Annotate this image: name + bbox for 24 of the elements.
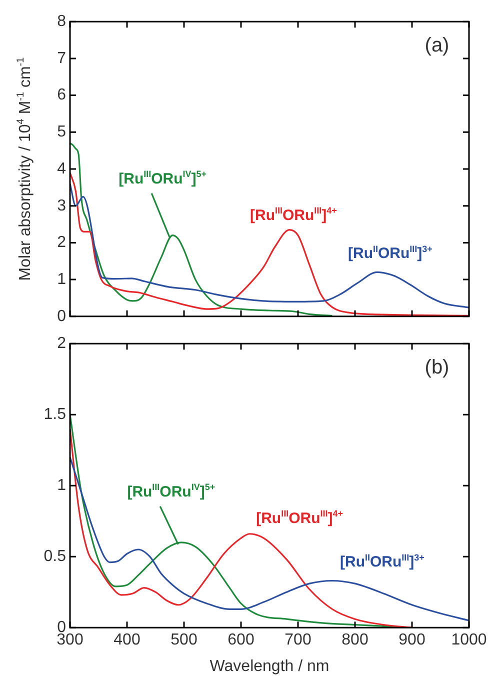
y-tick-label: 0 [57, 308, 66, 325]
x-tick-label: 400 [114, 632, 140, 649]
y-tick-label: 2 [57, 234, 66, 252]
y-tick-label: 0.5 [44, 548, 66, 566]
y-tick-label: 7 [57, 50, 66, 67]
x-tick-label: 700 [284, 632, 312, 649]
y-axis-title: Molar absorptivity / 104 M-1 cm-1 [15, 56, 34, 281]
y-tick-label: 1 [57, 270, 66, 288]
y-tick-label: 2 [57, 335, 66, 352]
x-tick-label: 1000 [451, 632, 487, 649]
y-tick-label: 1.5 [44, 406, 66, 424]
y-tick-label: 6 [57, 86, 66, 104]
y-tick-label: 8 [57, 13, 66, 30]
y-tick-label: 5 [57, 124, 66, 141]
x-tick-label: 500 [170, 632, 198, 649]
x-tick-label: 600 [228, 632, 254, 649]
y-tick-label: 3 [57, 197, 66, 214]
y-tick-label: 1 [57, 477, 66, 494]
x-tick-label: 900 [398, 632, 426, 649]
y-tick-label: 4 [57, 160, 66, 178]
annotation: (b) [424, 356, 450, 379]
x-tick-label: 800 [342, 632, 368, 649]
annotation: (a) [424, 34, 450, 57]
x-axis-title: Wavelength / nm [210, 658, 330, 675]
